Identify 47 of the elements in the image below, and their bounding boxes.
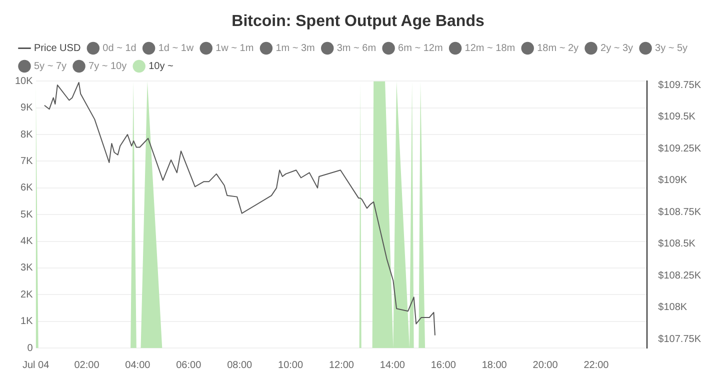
legend-label: 5y ~ 7y xyxy=(34,60,67,72)
legend-label: 12m ~ 18m xyxy=(464,42,516,54)
x-tick-label: 04:00 xyxy=(125,360,151,371)
legend-label: Price USD xyxy=(34,42,81,54)
x-tick-label: 12:00 xyxy=(328,360,354,371)
legend-label: 1d ~ 1w xyxy=(158,42,194,54)
y-tick-label: 9K xyxy=(20,102,34,114)
y2-tick-label: $108.5K xyxy=(658,238,696,250)
y-tick-label: 0 xyxy=(27,342,34,354)
y2-tick-label: $108.75K xyxy=(658,206,702,218)
y-tick-label: 2K xyxy=(20,289,34,300)
legend-label: 3y ~ 5y xyxy=(655,42,688,54)
x-tick-label: 10:00 xyxy=(278,360,304,371)
x-tick-label: Jul 04 xyxy=(22,360,50,371)
x-tick-label: 06:00 xyxy=(176,360,202,371)
legend-label: 0d ~ 1d xyxy=(102,42,136,54)
y-tick-label: 7K xyxy=(20,156,34,167)
legend-label: 6m ~ 12m xyxy=(398,42,443,54)
legend-label: 7y ~ 10y xyxy=(88,60,127,72)
legend-label: 10y ~ xyxy=(148,60,174,72)
legend-label: 18m ~ 2y xyxy=(537,42,579,54)
chart-title: Bitcoin: Spent Output Age Bands xyxy=(232,13,484,30)
x-tick-label: 08:00 xyxy=(227,360,253,371)
y2-tick-label: $108.25K xyxy=(658,270,702,282)
y-tick-label: 8K xyxy=(20,129,34,140)
legend-label: 1m ~ 3m xyxy=(276,42,315,54)
y2-tick-label: $107.75K xyxy=(658,334,702,345)
x-tick-label: 02:00 xyxy=(74,360,100,371)
y-tick-label: 5K xyxy=(20,209,34,220)
y2-tick-label: $109.25K xyxy=(658,143,702,154)
x-tick-label: 16:00 xyxy=(430,360,456,371)
y-tick-label: 10K xyxy=(14,76,34,87)
y2-tick-label: $109.75K xyxy=(658,80,702,91)
y-tick-label: 4K xyxy=(20,236,34,248)
y2-tick-label: $109.5K xyxy=(658,112,696,123)
y-tick-label: 6K xyxy=(20,182,34,194)
y-tick-label: 1K xyxy=(20,316,34,328)
x-tick-label: 14:00 xyxy=(380,360,406,371)
y-tick-label: 3K xyxy=(20,262,34,274)
legend-label: 1w ~ 1m xyxy=(216,42,254,54)
y2-tick-label: $108K xyxy=(658,302,688,314)
x-tick-label: 18:00 xyxy=(482,360,508,371)
y2-tick-label: $109K xyxy=(658,175,688,186)
legend-label: 3m ~ 6m xyxy=(336,42,376,54)
x-tick-label: 22:00 xyxy=(584,360,610,371)
x-tick-label: 20:00 xyxy=(532,360,558,371)
legend-label: 2y ~ 3y xyxy=(600,42,634,54)
